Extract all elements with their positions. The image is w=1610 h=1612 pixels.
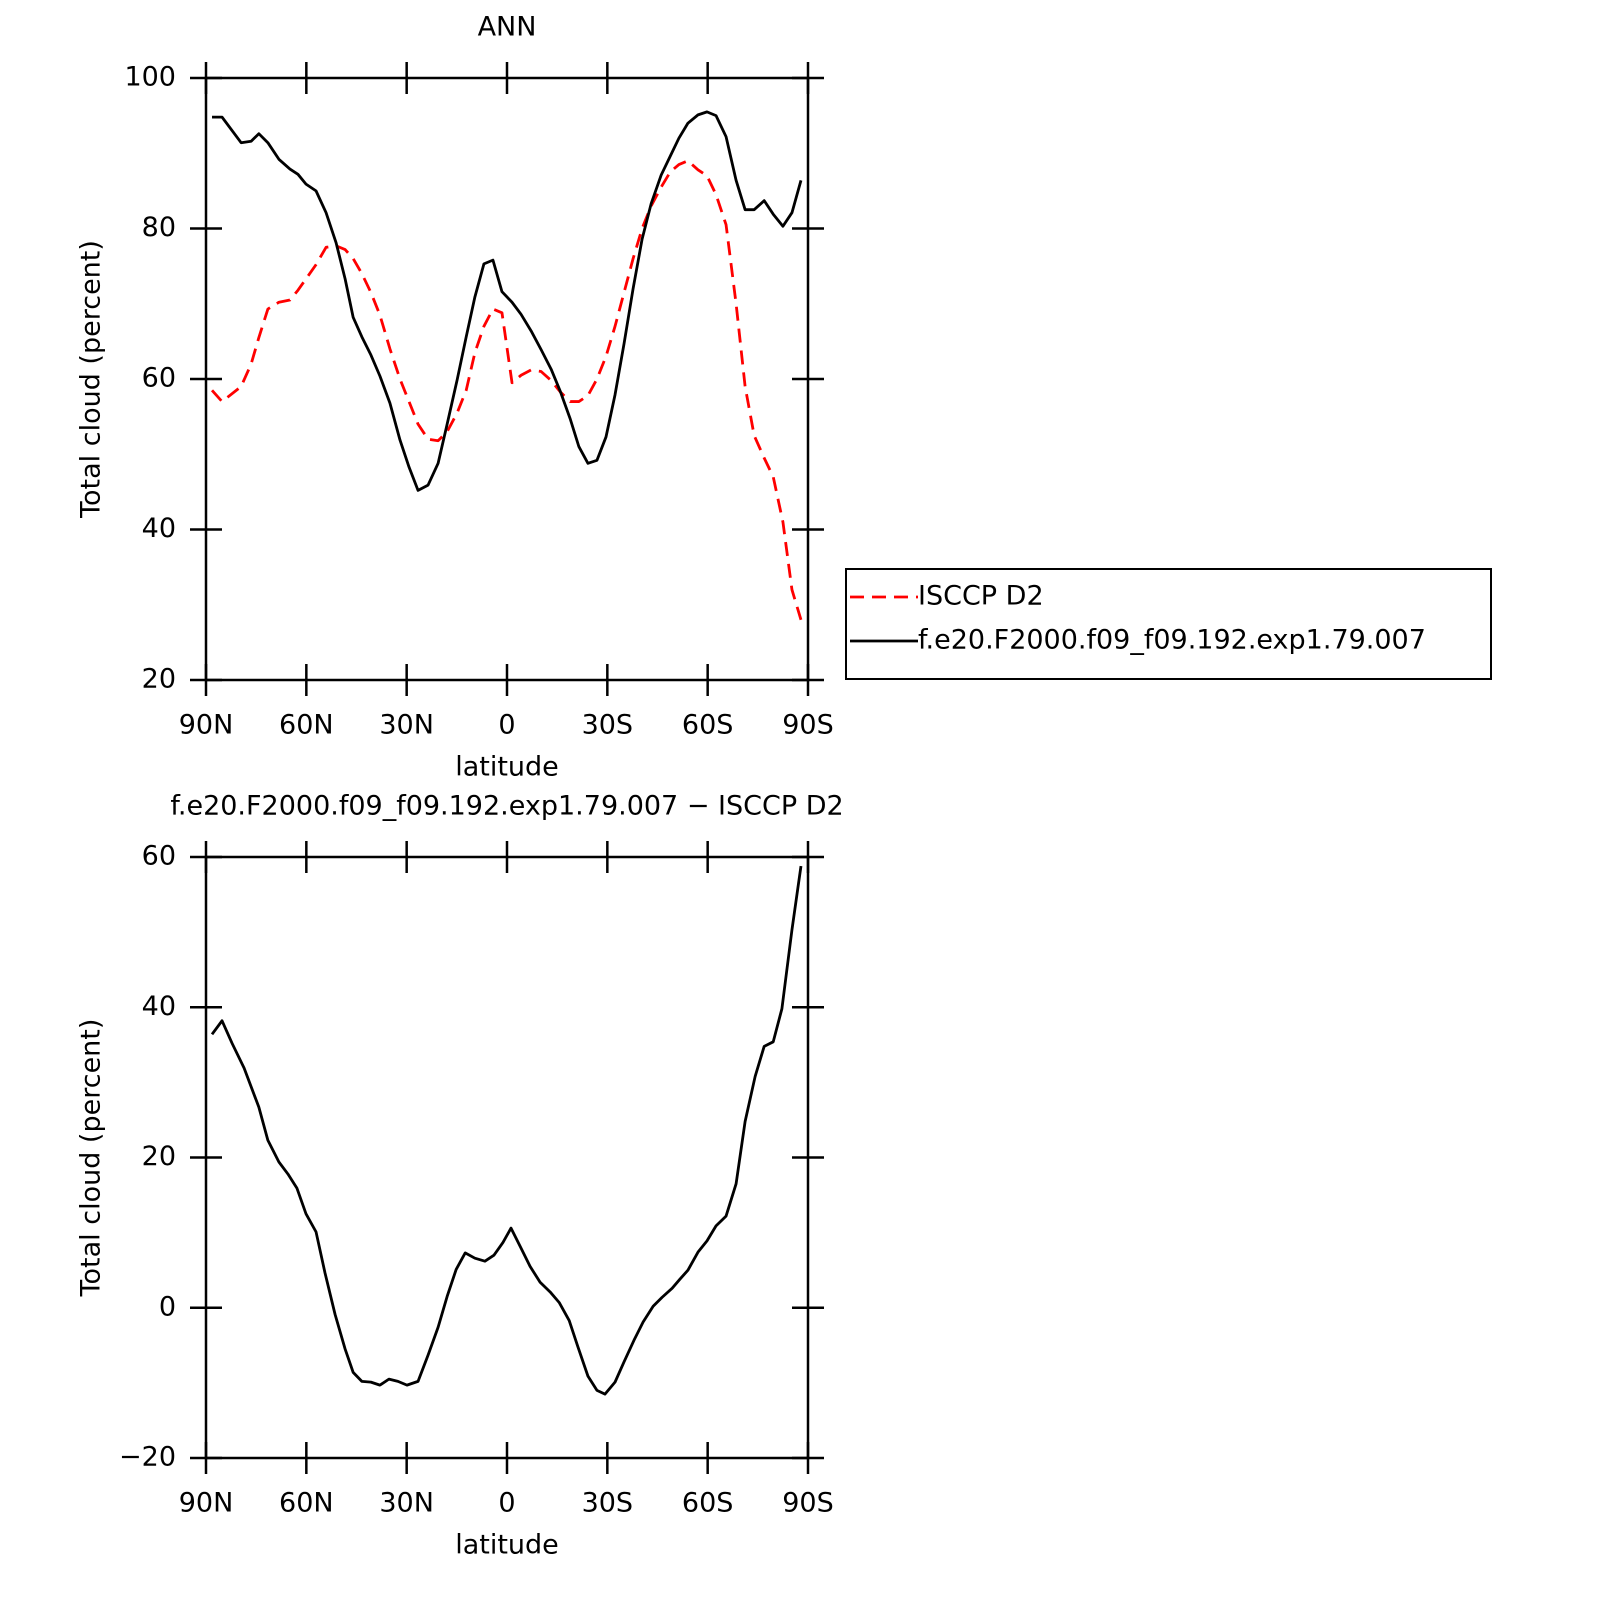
x-tick-label: 60N <box>279 1488 334 1519</box>
x-axis-label: latitude <box>455 1530 559 1561</box>
y-tick-label: 60 <box>142 841 176 872</box>
x-tick-label: 90S <box>782 1488 834 1519</box>
data-line <box>212 110 803 492</box>
y-axis-label: Total cloud (percent) <box>76 1019 107 1298</box>
x-tick-label: 0 <box>498 710 515 741</box>
legend-box <box>845 568 1492 680</box>
data-line <box>210 159 803 621</box>
x-tick-label: 30S <box>582 1488 634 1519</box>
x-tick-label: 30N <box>379 710 434 741</box>
chart-title: f.e20.F2000.f09_f09.192.exp1.79.007 − IS… <box>170 791 843 822</box>
x-tick-label: 60N <box>279 710 334 741</box>
y-tick-label: 40 <box>142 513 176 544</box>
plot-frame <box>204 855 810 1460</box>
y-tick-label: 20 <box>142 1141 176 1172</box>
x-tick-label: 90N <box>179 1488 234 1519</box>
x-tick-label: 90S <box>782 710 834 741</box>
y-tick-label: 60 <box>142 363 176 394</box>
x-tick-label: 30S <box>582 710 634 741</box>
x-tick-label: 90N <box>179 710 234 741</box>
plot-frame <box>204 76 810 682</box>
x-tick-label: 60S <box>682 1488 734 1519</box>
legend-label: f.e20.F2000.f09_f09.192.exp1.79.007 <box>918 625 1426 656</box>
y-axis-label: Total cloud (percent) <box>76 240 107 519</box>
x-tick-label: 60S <box>682 710 734 741</box>
chart-title: ANN <box>478 12 537 43</box>
legend-label: ISCCP D2 <box>918 581 1044 612</box>
y-tick-label: 0 <box>159 1291 176 1322</box>
y-tick-label: −20 <box>119 1442 176 1473</box>
data-line <box>210 865 803 1396</box>
y-tick-label: 100 <box>124 62 176 93</box>
x-tick-label: 30N <box>379 1488 434 1519</box>
y-tick-label: 20 <box>142 664 176 695</box>
x-axis-label: latitude <box>455 752 559 783</box>
y-tick-label: 40 <box>142 991 176 1022</box>
y-tick-label: 80 <box>142 212 176 243</box>
x-tick-label: 0 <box>498 1488 515 1519</box>
